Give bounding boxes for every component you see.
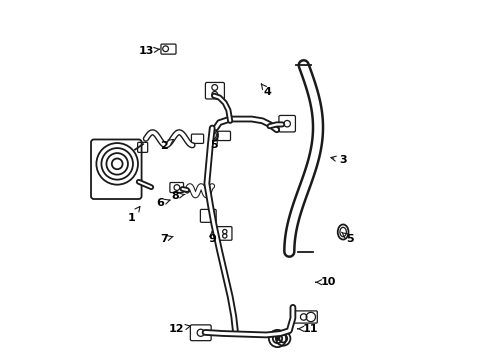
Text: 5: 5: [341, 232, 353, 244]
Text: 4: 4: [261, 84, 271, 97]
Text: 8: 8: [171, 191, 184, 201]
Text: 3: 3: [330, 155, 346, 165]
Text: 12: 12: [168, 324, 190, 334]
Text: 1: 1: [127, 207, 140, 222]
Text: 10: 10: [315, 277, 336, 287]
Text: 2: 2: [160, 139, 173, 151]
Text: 7: 7: [160, 234, 173, 244]
Text: 6: 6: [156, 198, 170, 208]
Text: 5: 5: [210, 137, 217, 150]
Text: 11: 11: [297, 324, 318, 334]
Text: 13: 13: [138, 46, 159, 56]
Circle shape: [275, 337, 279, 340]
Text: 9: 9: [208, 231, 216, 244]
